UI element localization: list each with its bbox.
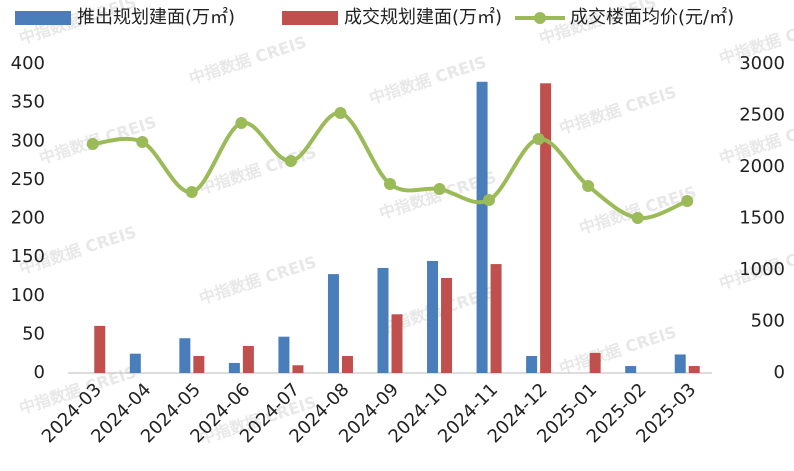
bar	[441, 277, 453, 373]
y2-tick-label: 1000	[739, 259, 785, 280]
y2-tick-label: 500	[751, 311, 785, 332]
watermark: 中指数据 CREIS	[367, 52, 489, 108]
line-point	[235, 117, 248, 130]
bar	[625, 366, 637, 373]
bar	[427, 260, 439, 373]
line-point	[284, 155, 297, 168]
bar	[377, 267, 389, 373]
bar	[292, 365, 304, 373]
y2-tick-label: 1500	[739, 208, 785, 229]
watermark: 中指数据 CREIS	[197, 252, 319, 308]
bar	[589, 352, 601, 373]
legend-item: 成交楼面均价(元/㎡)	[515, 6, 734, 28]
bar	[526, 356, 538, 373]
line-point	[185, 186, 198, 199]
y-tick-label: 200	[11, 208, 45, 229]
legend-swatch	[534, 12, 546, 24]
y2-tick-label: 3000	[739, 53, 785, 74]
legend-label: 推出规划建面(万㎡)	[77, 6, 235, 28]
y2-tick-label: 2000	[739, 156, 785, 177]
line-point	[136, 135, 149, 148]
line-point	[631, 211, 644, 224]
legend-label: 成交规划建面(万㎡)	[344, 6, 502, 28]
bar	[242, 345, 254, 373]
line-point	[532, 132, 545, 145]
bar	[278, 336, 290, 373]
bar	[228, 362, 240, 373]
bar	[94, 325, 106, 373]
legend-item: 推出规划建面(万㎡)	[15, 6, 235, 28]
y-tick-label: 150	[11, 246, 45, 267]
y-tick-label: 350	[11, 92, 45, 113]
watermark: 中指数据 CREIS	[197, 142, 319, 198]
bar	[674, 354, 686, 373]
bar	[688, 366, 700, 373]
legend-swatch	[282, 11, 338, 25]
bar	[476, 81, 488, 373]
bar	[179, 338, 191, 373]
watermark: 中指数据 CREIS	[557, 82, 679, 138]
line-point	[681, 194, 694, 207]
bar	[193, 356, 205, 373]
line-point	[384, 177, 396, 190]
bar	[341, 356, 353, 373]
legend-item: 成交规划建面(万㎡)	[282, 6, 502, 28]
y-tick-label: 0	[34, 362, 45, 383]
bar	[327, 274, 339, 373]
y-tick-label: 50	[22, 323, 45, 344]
bar	[129, 353, 141, 373]
y-tick-label: 250	[11, 169, 45, 190]
bar	[540, 83, 552, 373]
legend-label: 成交楼面均价(元/㎡)	[570, 6, 734, 28]
y2-tick-label: 2500	[739, 105, 785, 126]
y2-tick-label: 0	[774, 362, 785, 383]
line-point	[582, 179, 595, 192]
y-tick-label: 400	[11, 53, 45, 74]
bar	[490, 264, 502, 373]
watermark: 中指数据 CREIS	[187, 32, 309, 88]
line-point	[334, 107, 347, 120]
y-tick-label: 100	[11, 285, 45, 306]
bar	[391, 314, 403, 373]
line-point	[86, 138, 99, 151]
y-tick-label: 300	[11, 130, 45, 151]
legend-swatch	[15, 11, 71, 25]
watermark: 中指数据 CREIS	[557, 322, 679, 378]
line-point	[483, 193, 496, 206]
line-point	[433, 183, 446, 196]
